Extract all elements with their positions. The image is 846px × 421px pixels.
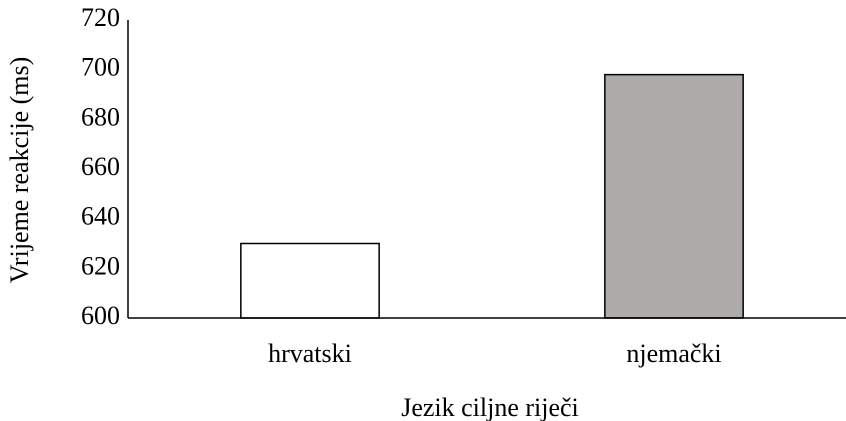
y-tick-label: 620 <box>81 251 120 280</box>
y-tick-label: 720 <box>81 3 120 32</box>
x-tick-label: njemački <box>626 339 721 368</box>
y-axis-label: Vrijeme reakcije (ms) <box>5 57 34 284</box>
y-tick-label: 660 <box>81 152 120 181</box>
bar <box>240 242 380 319</box>
x-axis-label: Jezik ciljne riječi <box>401 393 579 421</box>
y-tick-label: 600 <box>81 301 120 330</box>
y-tick-label: 640 <box>81 202 120 231</box>
y-tick-label: 700 <box>81 53 120 82</box>
x-tick-label: hrvatski <box>268 339 352 368</box>
bar <box>604 73 744 319</box>
y-tick-label: 680 <box>81 102 120 131</box>
